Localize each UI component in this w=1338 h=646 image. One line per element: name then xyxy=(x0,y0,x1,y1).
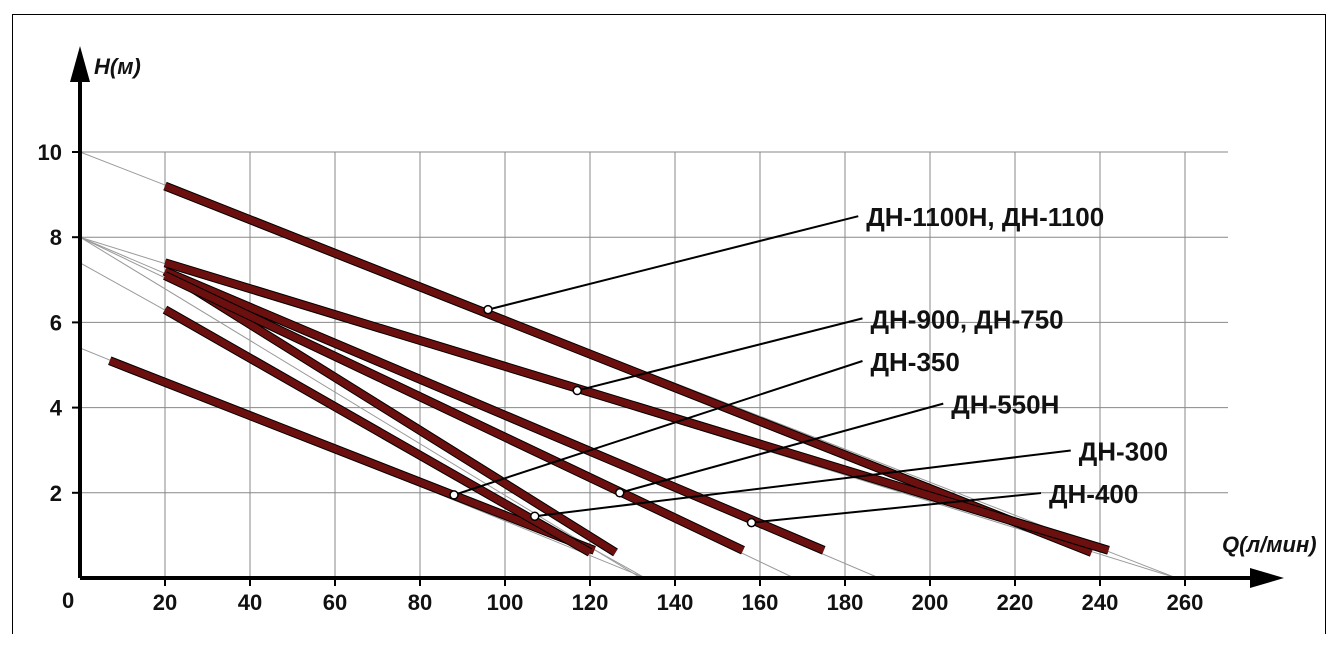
x-tick-label-80: 80 xyxy=(408,590,432,615)
curve-дн-350 xyxy=(163,268,618,556)
series-labels: ДН-1100Н, ДН-1100 ДН-900, ДН-750 ДН-350 ДН-… xyxy=(866,202,1168,509)
callout-marker-дн-300 xyxy=(530,511,540,521)
series-label-дн-550н: ДН-550Н xyxy=(951,390,1059,420)
callout-marker-дн-350 xyxy=(449,490,459,500)
callout-line-дн-1100н-дн-1100 xyxy=(487,215,859,311)
series-label-дн-400: ДН-400 xyxy=(1049,479,1138,509)
axes xyxy=(70,46,1284,588)
x-tick-label-240: 240 xyxy=(1082,590,1119,615)
callout-line-дн-400 xyxy=(751,492,1042,524)
callout-marker-дн-400 xyxy=(746,517,757,528)
y-tick-label-2: 2 xyxy=(50,481,62,506)
curve-дн-400 xyxy=(108,357,596,554)
series-label-дн-900-дн-750: ДН-900, ДН-750 xyxy=(871,304,1064,334)
x-tick-label-260: 260 xyxy=(1167,590,1204,615)
x-tick-label-220: 220 xyxy=(997,590,1034,615)
callout-marker-дн-1100н-дн-1100 xyxy=(483,304,493,315)
tick-labels: 20 40 60 80 100 120 140 160 180 200 220 240 26024681… xyxy=(38,140,1204,615)
y-axis-label: H(м) xyxy=(94,54,141,79)
x-tick-label-200: 200 xyxy=(912,590,949,615)
curve-unlabeled-6 xyxy=(163,306,592,556)
x-tick-label-180: 180 xyxy=(827,590,864,615)
callout-lines xyxy=(449,215,1071,528)
y-tick-label-6: 6 xyxy=(50,310,62,335)
curve-дн-1100н-дн-1100 xyxy=(163,182,1093,556)
guide-line-дн-350 xyxy=(80,236,642,578)
callout-marker-дн-550н xyxy=(615,488,625,498)
curve-дн-300 xyxy=(163,272,745,554)
x-tick-label-20: 20 xyxy=(153,590,177,615)
series-label-дн-300: ДН-300 xyxy=(1079,436,1168,466)
series-label-дн-350: ДН-350 xyxy=(871,347,960,377)
y-tick-label-4: 4 xyxy=(50,396,63,421)
x-tick-label-160: 160 xyxy=(742,590,779,615)
x-tick-label-120: 120 xyxy=(572,590,609,615)
y-tick-label-8: 8 xyxy=(50,225,62,250)
curve-дн-550н xyxy=(163,268,826,554)
callout-marker-дн-900-дн-750 xyxy=(572,385,582,396)
series-label-дн-1100н-дн-1100: ДН-1100Н, ДН-1100 xyxy=(866,202,1104,232)
y-tick-label-10: 10 xyxy=(38,140,62,165)
x-axis-arrow xyxy=(1250,568,1284,588)
y-axis-arrow xyxy=(70,46,90,82)
x-tick-label-60: 60 xyxy=(323,590,347,615)
x-tick-label-40: 40 xyxy=(238,590,262,615)
x-axis-label: Q(л/мин) xyxy=(1222,532,1317,557)
chart-frame xyxy=(12,14,1326,634)
origin-label: 0 xyxy=(62,588,74,613)
callout-line-дн-550н xyxy=(619,402,944,494)
callout-line-дн-300 xyxy=(534,449,1071,518)
callout-line-дн-900-дн-750 xyxy=(577,317,863,392)
x-tick-label-100: 100 xyxy=(487,590,524,615)
callout-line-дн-350 xyxy=(453,360,863,496)
x-tick-label-140: 140 xyxy=(657,590,694,615)
